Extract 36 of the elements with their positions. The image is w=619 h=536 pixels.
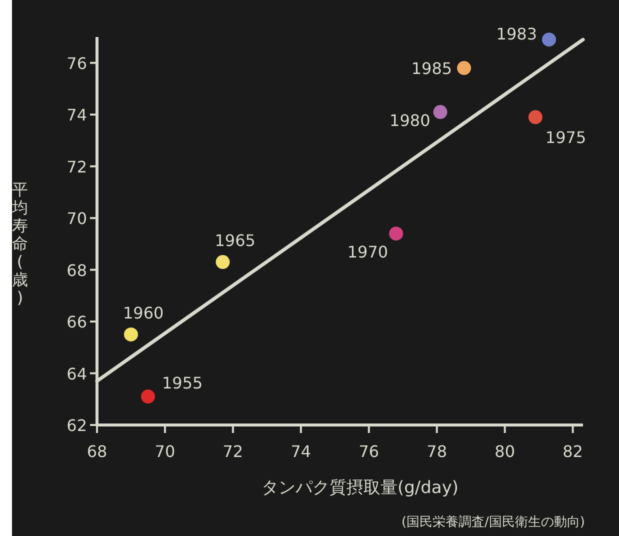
annotation: 1960 <box>122 303 164 322</box>
y-tick-label: 74 <box>66 106 87 125</box>
y-tick-label: 76 <box>66 54 87 73</box>
annotation: 1970 <box>347 242 388 262</box>
annotation: 1965 <box>214 231 256 250</box>
annotation: 1983 <box>496 24 538 44</box>
x-tick-label: 82 <box>562 442 583 461</box>
point <box>528 110 542 124</box>
y-tick-label: 66 <box>66 312 87 332</box>
point <box>124 327 138 342</box>
annotation: 1955 <box>162 374 203 393</box>
y-tick-label: 70 <box>66 209 87 228</box>
annotation: 1975 <box>545 128 586 148</box>
point <box>389 226 404 241</box>
y-tick-label: 64 <box>66 364 87 384</box>
x-tick-label: 70 <box>154 442 176 461</box>
annotation: 1980 <box>390 111 430 130</box>
x-tick-label: 76 <box>358 442 380 461</box>
point <box>216 255 230 270</box>
x-tick-label: 80 <box>494 442 516 461</box>
text: (国民栄養調査/国民衛生の動向) <box>401 515 585 530</box>
point <box>433 105 448 120</box>
y-axis-title: 平均寿命(歳) <box>11 180 28 307</box>
y-tick-label: 72 <box>66 157 87 176</box>
y-tick-label: 62 <box>66 416 87 435</box>
x-axis-title: タンパク質摂取量(g/day) <box>261 478 459 498</box>
x-tick-label: 72 <box>222 442 244 461</box>
x-tick-label: 74 <box>290 442 312 461</box>
x-tick-label: 68 <box>86 442 108 461</box>
x-tick-label: 78 <box>426 442 448 461</box>
point <box>140 390 155 404</box>
point <box>542 32 556 47</box>
annotation: 1985 <box>411 59 452 78</box>
point <box>457 61 472 76</box>
y-tick-label: 68 <box>66 260 87 280</box>
plot: 68 70 72 74 76 78 80 82 62 64 66 68 70 72 74 76 1955 1960 1965 1970 1975 1980 1983 1985 <box>66 24 586 461</box>
